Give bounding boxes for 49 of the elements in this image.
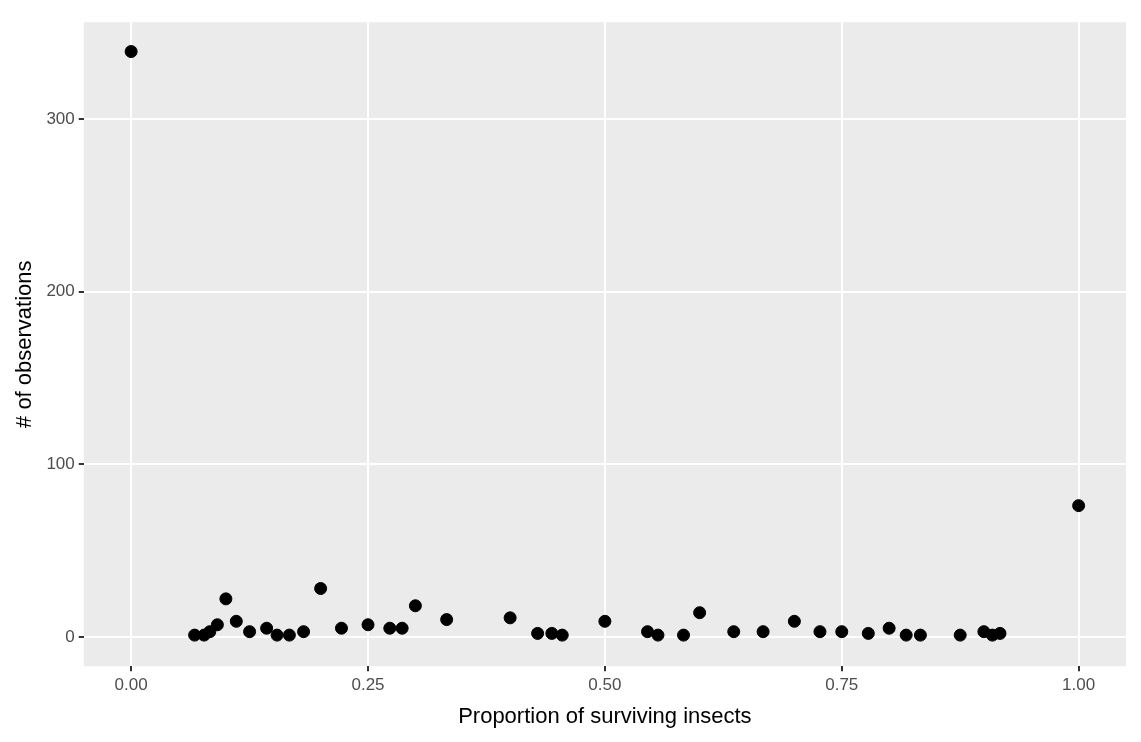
point bbox=[395, 621, 409, 635]
point bbox=[641, 625, 655, 639]
point bbox=[993, 626, 1007, 640]
point bbox=[899, 628, 913, 642]
point bbox=[787, 614, 801, 628]
point bbox=[270, 628, 284, 642]
point bbox=[297, 625, 311, 639]
point bbox=[651, 628, 665, 642]
y-tick-label: 0 bbox=[65, 626, 75, 646]
point bbox=[503, 611, 517, 625]
point bbox=[727, 625, 741, 639]
point bbox=[693, 606, 707, 620]
point bbox=[282, 628, 296, 642]
point bbox=[677, 628, 691, 642]
point bbox=[243, 625, 257, 639]
point bbox=[260, 621, 274, 635]
point bbox=[598, 614, 612, 628]
point bbox=[210, 618, 224, 632]
x-tick-label: 1.00 bbox=[1062, 675, 1096, 695]
x-tick-label: 0.00 bbox=[114, 675, 148, 695]
point bbox=[813, 625, 827, 639]
point bbox=[383, 621, 397, 635]
point bbox=[756, 625, 770, 639]
x-tick-label: 0.75 bbox=[825, 675, 859, 695]
point bbox=[408, 599, 422, 613]
y-axis-title: # of observations bbox=[11, 260, 37, 428]
point bbox=[1072, 499, 1086, 513]
y-tick-label: 200 bbox=[46, 281, 75, 301]
point bbox=[219, 592, 233, 606]
point bbox=[531, 626, 545, 640]
point bbox=[361, 618, 375, 632]
point bbox=[124, 45, 138, 59]
point bbox=[953, 628, 967, 642]
point bbox=[882, 621, 896, 635]
point bbox=[229, 614, 243, 628]
point bbox=[440, 613, 454, 627]
point bbox=[314, 582, 328, 596]
y-tick-label: 100 bbox=[46, 453, 75, 473]
point bbox=[203, 625, 217, 639]
point bbox=[861, 626, 875, 640]
x-tick-label: 0.50 bbox=[588, 675, 622, 695]
x-tick-label: 0.25 bbox=[351, 675, 385, 695]
point bbox=[835, 625, 849, 639]
point bbox=[545, 626, 559, 640]
x-axis-title: Proportion of surviving insects bbox=[458, 702, 752, 728]
y-tick-label: 300 bbox=[46, 108, 75, 128]
point bbox=[555, 628, 569, 642]
point bbox=[334, 621, 348, 635]
point bbox=[913, 628, 927, 642]
